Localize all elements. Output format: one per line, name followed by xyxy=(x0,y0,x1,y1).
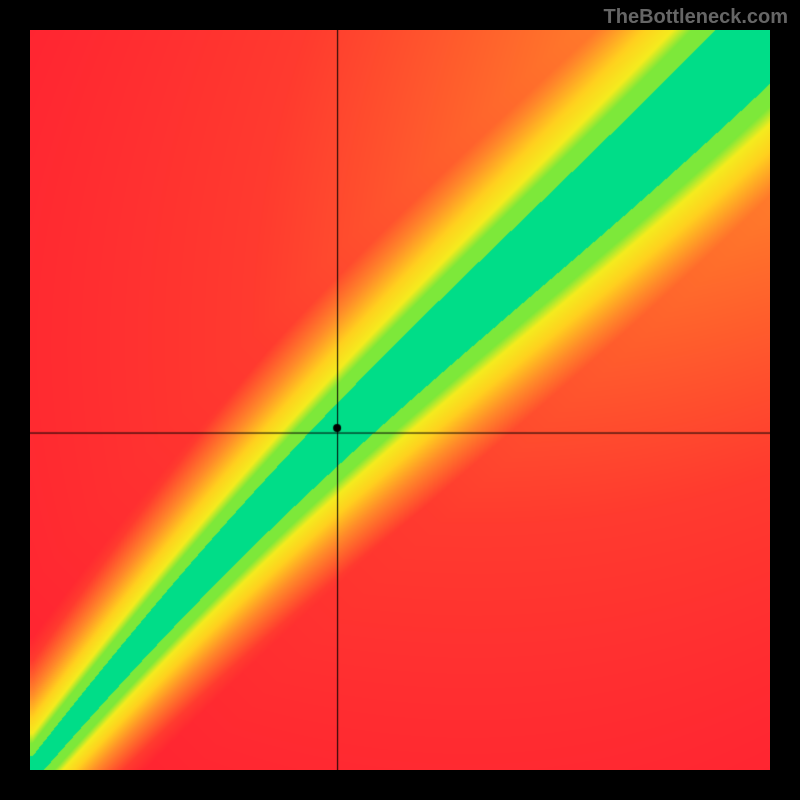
chart-container: TheBottleneck.com xyxy=(0,0,800,800)
watermark-label: TheBottleneck.com xyxy=(604,6,788,29)
heatmap-canvas xyxy=(30,30,770,770)
heatmap-plot xyxy=(30,30,770,770)
